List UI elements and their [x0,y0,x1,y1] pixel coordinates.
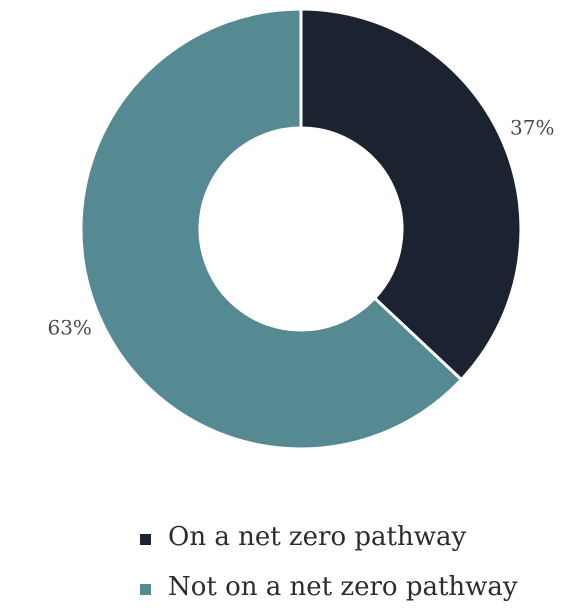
donut-slice-not-on-pathway [79,7,464,451]
legend-swatch-not-on-pathway [140,583,151,595]
legend-item-not-on-pathway: Not on a net zero pathway [140,562,518,612]
legend-swatch-on-pathway [140,533,151,545]
data-label-not-on-pathway: 63% [47,316,91,340]
chart-legend: On a net zero pathway Not on a net zero … [140,512,518,612]
legend-item-on-pathway: On a net zero pathway [140,512,518,562]
legend-label-not-on-pathway: Not on a net zero pathway [168,572,518,602]
donut-slice-on-pathway [299,7,523,382]
donut-chart-canvas: 37% 63% [47,7,555,451]
legend-label-on-pathway: On a net zero pathway [168,522,467,552]
data-label-on-pathway: 37% [510,115,554,139]
